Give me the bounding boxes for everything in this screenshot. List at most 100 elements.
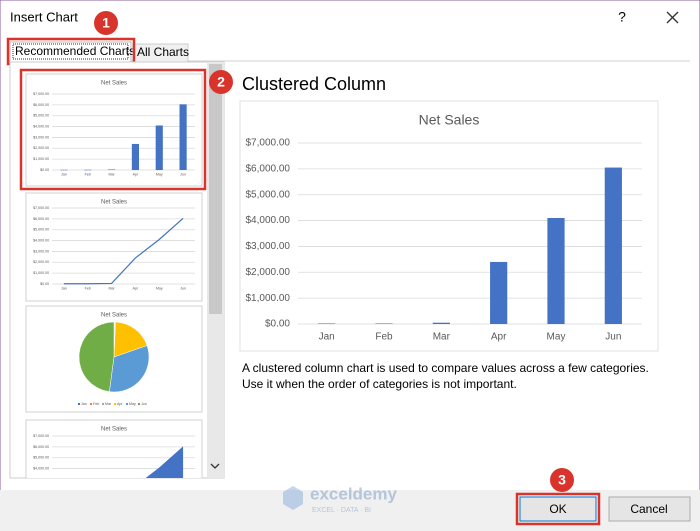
watermark-tagline: EXCEL · DATA · BI	[312, 507, 371, 514]
bar	[604, 167, 622, 324]
scroll-thumb[interactable]	[209, 64, 222, 314]
x-tick-label: Mar	[433, 332, 451, 343]
callout: 2	[209, 70, 233, 94]
y-tick-label: $6,000.00	[246, 163, 291, 174]
y-tick-label: $2,000.00	[33, 260, 49, 264]
thumbnail-title: Net Sales	[101, 313, 127, 319]
legend-swatch	[126, 403, 128, 405]
highlight-box	[515, 492, 601, 526]
y-tick-label: $5,000.00	[33, 456, 49, 460]
chart-frame	[239, 100, 659, 352]
ok-label[interactable]: OK	[549, 502, 566, 516]
legend-label: May	[129, 402, 136, 406]
x-tick-label: Jun	[180, 173, 186, 177]
bar	[318, 323, 336, 324]
y-tick-label: $1,000.00	[246, 293, 291, 304]
y-tick-label: $3,000.00	[33, 249, 49, 253]
tab-label[interactable]: Recommended Charts	[15, 44, 135, 58]
legend-swatch	[90, 403, 92, 405]
close-button[interactable]	[666, 11, 679, 24]
y-tick-label: $6,000.00	[33, 217, 49, 221]
x-tick-label: Jan	[61, 173, 67, 177]
help-button[interactable]: ?	[618, 9, 626, 25]
y-tick-label: $1,000.00	[33, 157, 49, 161]
ok-button[interactable]	[519, 496, 597, 522]
y-tick-label: $5,000.00	[33, 114, 49, 118]
x-tick-label: May	[156, 173, 163, 177]
legend-label: Jan	[81, 402, 87, 406]
legend-swatch	[102, 403, 104, 405]
y-tick-label: $3,000.00	[33, 135, 49, 139]
x-tick-label: Apr	[133, 287, 139, 291]
scroll-arrow[interactable]	[210, 463, 220, 469]
bar	[155, 125, 163, 170]
bar	[490, 261, 508, 324]
bar	[179, 104, 187, 170]
y-tick-label: $6,000.00	[33, 103, 49, 107]
x-tick-label: May	[547, 332, 566, 343]
y-tick-label: $4,000.00	[246, 215, 291, 226]
legend-swatch	[78, 403, 80, 405]
thumbnail-title: Net Sales	[101, 200, 127, 206]
highlight-box	[19, 68, 207, 191]
x-tick-label: Jun	[605, 332, 621, 343]
callout: 3	[550, 468, 574, 492]
y-tick-label: $6,000.00	[33, 445, 49, 449]
x-tick-label: Jun	[180, 287, 186, 291]
y-tick-label: $4,000.00	[33, 467, 49, 471]
bar	[547, 217, 565, 324]
chart-description: A clustered column chart is used to comp…	[242, 361, 649, 391]
thumbnail-title: Net Sales	[101, 427, 127, 433]
y-tick-label: $2,000.00	[33, 146, 49, 150]
bar	[432, 322, 450, 324]
x-tick-label: Feb	[85, 173, 91, 177]
preview-heading: Clustered Column	[242, 74, 386, 94]
x-tick-label: Apr	[133, 173, 139, 177]
legend-label: Feb	[93, 402, 99, 406]
chart-title: Net Sales	[419, 112, 480, 128]
y-tick-label: $3,000.00	[33, 477, 49, 481]
bar	[60, 169, 68, 171]
y-tick-label: $2,000.00	[246, 267, 291, 278]
y-tick-label: $7,000.00	[33, 92, 49, 96]
bar	[375, 323, 393, 324]
cancel-button[interactable]	[608, 496, 691, 522]
pie-slice	[78, 321, 115, 392]
y-tick-label: $5,000.00	[246, 189, 291, 200]
chart: $0.00 $1,000.00 $2,000.00 $3,000.00 $4,000.0…	[246, 138, 642, 343]
x-tick-label: Mar	[108, 173, 115, 177]
legend-label: Jun	[141, 402, 147, 406]
y-tick-label: $1,000.00	[33, 271, 49, 275]
tab-label[interactable]: All Charts	[137, 45, 189, 59]
bar	[84, 169, 92, 171]
x-tick-label: Feb	[375, 332, 393, 343]
bar	[108, 169, 116, 170]
x-tick-label: Apr	[491, 332, 507, 343]
y-tick-label: $7,000.00	[33, 434, 49, 438]
watermark: exceldemy EXCEL · DATA · BI	[283, 484, 397, 514]
focus-ring	[12, 43, 129, 60]
bar	[131, 143, 139, 170]
cancel-label[interactable]: Cancel	[630, 502, 667, 516]
y-tick-label: $4,000.00	[33, 239, 49, 243]
y-tick-label: $3,000.00	[246, 241, 291, 252]
thumbnails: Net Sales $0.00 $1,000.00 $2,000.00 $3,000.0…	[25, 73, 203, 481]
thumbnail-title: Net Sales	[101, 81, 127, 87]
callout-number: 1	[102, 15, 110, 31]
area	[145, 446, 184, 478]
pie-slice	[109, 345, 150, 393]
y-tick-label: $5,000.00	[33, 228, 49, 232]
y-tick-label: $4,000.00	[33, 125, 49, 129]
y-tick-label: $0.00	[265, 319, 290, 330]
y-tick-label: $7,000.00	[246, 138, 291, 149]
y-tick-label: $7,000.00	[33, 206, 49, 210]
x-tick-label: May	[156, 287, 163, 291]
callout-number: 3	[558, 472, 566, 488]
window-title: Insert Chart	[10, 9, 78, 24]
legend-swatch	[114, 403, 116, 405]
y-tick-label: $0.00	[40, 168, 49, 172]
legend-label: Mar	[105, 402, 112, 406]
x-tick-label: Jan	[61, 287, 67, 291]
